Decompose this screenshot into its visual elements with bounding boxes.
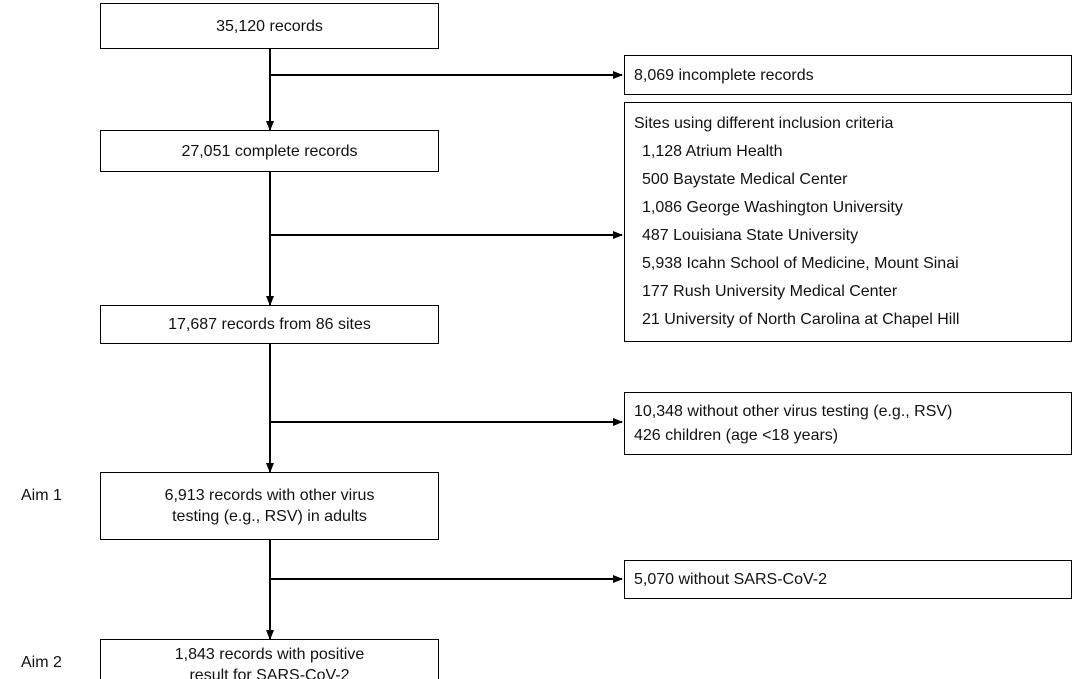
box-aim1-line-1: 6,913 records with other virus bbox=[164, 487, 375, 504]
box-aim2-line-1: 1,843 records with positive bbox=[174, 646, 365, 663]
site-exclusion-item: 487 Louisiana State University bbox=[642, 227, 859, 244]
box-total-records: 35,120 records bbox=[100, 3, 439, 49]
site-exclusion-item: 5,938 Icahn School of Medicine, Mount Si… bbox=[642, 255, 959, 272]
box-virus-testing-exclusions: 10,348 without other virus testing (e.g.… bbox=[624, 392, 1072, 455]
site-exclusion-item: 1,086 George Washington University bbox=[642, 199, 903, 216]
incomplete-records-text: 8,069 incomplete records bbox=[634, 67, 814, 84]
virus-testing-exclusion-line-1: 10,348 without other virus testing (e.g.… bbox=[634, 403, 953, 420]
box-records-from-sites-text: 17,687 records from 86 sites bbox=[168, 316, 371, 333]
box-aim1-records: 6,913 records with other virus testing (… bbox=[100, 472, 439, 540]
virus-testing-exclusion-line-2: 426 children (age <18 years) bbox=[634, 427, 839, 444]
box-without-sars: 5,070 without SARS-CoV-2 bbox=[624, 560, 1072, 599]
box-aim1-line-2: testing (e.g., RSV) in adults bbox=[172, 508, 367, 525]
without-sars-text: 5,070 without SARS-CoV-2 bbox=[634, 571, 827, 588]
site-exclusion-item: 500 Baystate Medical Center bbox=[642, 171, 848, 188]
site-exclusion-item: 1,128 Atrium Health bbox=[642, 143, 783, 160]
box-aim2-records: 1,843 records with positive result for S… bbox=[100, 639, 439, 679]
box-complete-records-text: 27,051 complete records bbox=[181, 142, 358, 160]
box-incomplete-records: 8,069 incomplete records bbox=[624, 55, 1072, 95]
box-records-from-sites: 17,687 records from 86 sites bbox=[100, 305, 439, 344]
box-complete-records: 27,051 complete records bbox=[100, 130, 439, 172]
box-total-records-text: 35,120 records bbox=[216, 17, 323, 35]
box-site-exclusions: Sites using different inclusion criteria… bbox=[624, 102, 1072, 342]
box-aim2-line-2: result for SARS-CoV-2 bbox=[189, 667, 350, 679]
site-exclusion-item: 21 University of North Carolina at Chape… bbox=[642, 311, 960, 328]
aim-1-label: Aim 1 bbox=[21, 487, 62, 504]
site-exclusions-heading: Sites using different inclusion criteria bbox=[634, 115, 894, 132]
aim-2-label: Aim 2 bbox=[21, 654, 62, 671]
site-exclusion-item: 177 Rush University Medical Center bbox=[642, 283, 898, 300]
